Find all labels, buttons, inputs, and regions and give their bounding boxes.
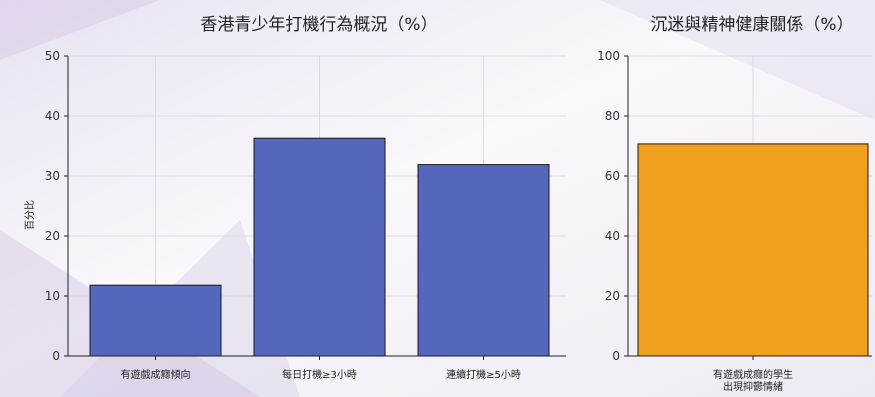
- chart2-bars: [637, 143, 869, 357]
- chart2-y-ticks: 0 20 40 60 80 100: [597, 49, 628, 363]
- y-tick-label: 0: [612, 349, 620, 363]
- y-tick-label: 0: [52, 349, 60, 363]
- y-tick-label: 40: [605, 229, 620, 243]
- y-tick-label: 80: [605, 109, 620, 123]
- x-tick-label: 連續打機≥5小時: [446, 368, 521, 381]
- bar: [89, 284, 222, 357]
- x-tick-label: 每日打機≥3小時: [282, 368, 357, 381]
- y-tick-label: 50: [45, 49, 60, 63]
- y-tick-label: 20: [45, 229, 60, 243]
- y-tick-label: 40: [45, 109, 60, 123]
- y-tick-label: 60: [605, 169, 620, 183]
- chart2-title: 沉迷與精神健康關係（%）: [650, 15, 853, 35]
- bar: [637, 143, 869, 357]
- y-tick-label: 30: [45, 169, 60, 183]
- x-tick-label: 有遊戲成癮的學生: [713, 368, 793, 381]
- bar: [253, 137, 386, 357]
- chart1-y-axis-label: 百分比: [24, 200, 36, 230]
- chart2-axes: [627, 56, 872, 357]
- x-tick-label: 有遊戲成癮傾向: [121, 368, 191, 381]
- chart1-bars: [89, 137, 550, 357]
- y-tick-label: 20: [605, 289, 620, 303]
- y-tick-label: 10: [45, 289, 60, 303]
- y-tick-label: 100: [597, 49, 620, 63]
- bar: [417, 164, 550, 357]
- chart1-y-ticks: 0 10 20 30 40 50: [45, 49, 68, 363]
- chart1-title: 香港青少年打機行為概況（%）: [200, 15, 437, 35]
- chart1-x-labels: 有遊戲成癮傾向 每日打機≥3小時 連續打機≥5小時: [121, 356, 521, 381]
- x-tick-label: 出現抑鬱情緒: [723, 380, 783, 393]
